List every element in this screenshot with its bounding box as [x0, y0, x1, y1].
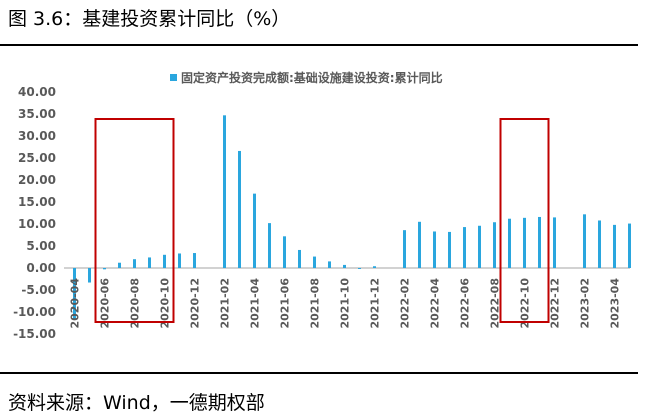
x-tick-label: 2020-10 — [159, 278, 172, 329]
y-tick-label: 10.00 — [18, 217, 56, 231]
bar — [223, 115, 226, 268]
x-tick-label: 2020-08 — [129, 278, 142, 329]
highlight-boxes — [94, 118, 550, 323]
y-axis: 40.00 35.00 30.00 25.00 20.00 15.00 10.00 5.00 0… — [13, 85, 56, 341]
bottom-divider — [0, 372, 638, 374]
x-tick-label: 2021-10 — [339, 278, 352, 329]
bar — [373, 266, 376, 268]
bar — [313, 256, 316, 268]
x-tick-label: 2021-08 — [309, 278, 322, 329]
y-tick-label: -5.00 — [21, 283, 56, 297]
bar — [598, 220, 601, 268]
y-tick-label: 35.00 — [18, 107, 56, 121]
y-tick-label: 20.00 — [18, 173, 56, 187]
bar — [148, 257, 151, 268]
bar — [88, 268, 91, 283]
bar — [538, 216, 541, 268]
bar — [343, 264, 346, 268]
top-divider — [0, 44, 638, 46]
bar — [418, 221, 421, 268]
bar — [628, 223, 631, 268]
y-tick-label: 25.00 — [18, 151, 56, 165]
bar — [493, 222, 496, 268]
x-tick-label: 2022-12 — [549, 278, 562, 329]
bar — [118, 262, 121, 268]
bar — [283, 236, 286, 268]
x-tick-label: 2021-12 — [369, 278, 382, 329]
y-tick-label: -15.00 — [13, 327, 56, 341]
bar-series — [73, 115, 631, 320]
y-tick-label: 40.00 — [18, 85, 56, 99]
x-tick-label: 2021-04 — [249, 278, 262, 329]
y-tick-label: 0.00 — [26, 261, 56, 275]
x-tick-label: 2020-12 — [189, 278, 202, 329]
bar — [193, 253, 196, 268]
figure-source: 资料来源：Wind，一德期权部 — [8, 392, 265, 414]
highlight-box — [499, 118, 550, 323]
bar — [103, 268, 106, 270]
y-tick-label: 5.00 — [26, 239, 56, 253]
bar — [508, 218, 511, 268]
y-tick-label: 15.00 — [18, 195, 56, 209]
bar — [448, 231, 451, 268]
bar — [613, 224, 616, 268]
bar — [178, 253, 181, 268]
bar — [553, 217, 556, 268]
legend-label: 固定资产投资完成额:基础设施建设投资:累计同比 — [181, 70, 443, 85]
bar — [298, 249, 301, 268]
y-tick-label: 30.00 — [18, 129, 56, 143]
x-axis: 2020-04 2020-06 2020-08 2020-10 2020-12 2021-… — [69, 278, 622, 329]
figure-title: 图 3.6：基建投资累计同比（%） — [8, 8, 291, 30]
x-tick-label: 2022-04 — [429, 278, 442, 329]
x-tick-label: 2022-08 — [489, 278, 502, 329]
bar — [403, 230, 406, 268]
bar-chart: 固定资产投资完成额:基础设施建设投资:累计同比 40.00 35.00 30.00 2… — [13, 70, 631, 341]
x-tick-label: 2023-04 — [609, 278, 622, 329]
bar — [268, 223, 271, 268]
bar — [463, 227, 466, 268]
bar — [133, 259, 136, 268]
bar — [358, 268, 361, 269]
x-tick-label: 2020-06 — [99, 278, 112, 329]
y-tick-label: -10.00 — [13, 305, 56, 319]
x-tick-label: 2020-04 — [69, 278, 82, 329]
bar — [328, 261, 331, 268]
legend-swatch — [170, 74, 177, 81]
x-tick-label: 2021-02 — [219, 278, 232, 329]
x-tick-label: 2023-02 — [579, 278, 592, 329]
legend: 固定资产投资完成额:基础设施建设投资:累计同比 — [170, 70, 443, 85]
bar — [73, 268, 76, 320]
highlight-box — [94, 118, 175, 323]
bar — [523, 217, 526, 268]
bar — [238, 150, 241, 268]
x-tick-label: 2022-06 — [459, 278, 472, 329]
bar — [253, 193, 256, 268]
bar — [433, 231, 436, 268]
bar — [583, 214, 586, 268]
bar — [478, 225, 481, 268]
x-tick-label: 2021-06 — [279, 278, 292, 329]
bar — [163, 254, 166, 268]
x-tick-label: 2022-02 — [399, 278, 412, 329]
x-tick-label: 2022-10 — [519, 278, 532, 329]
